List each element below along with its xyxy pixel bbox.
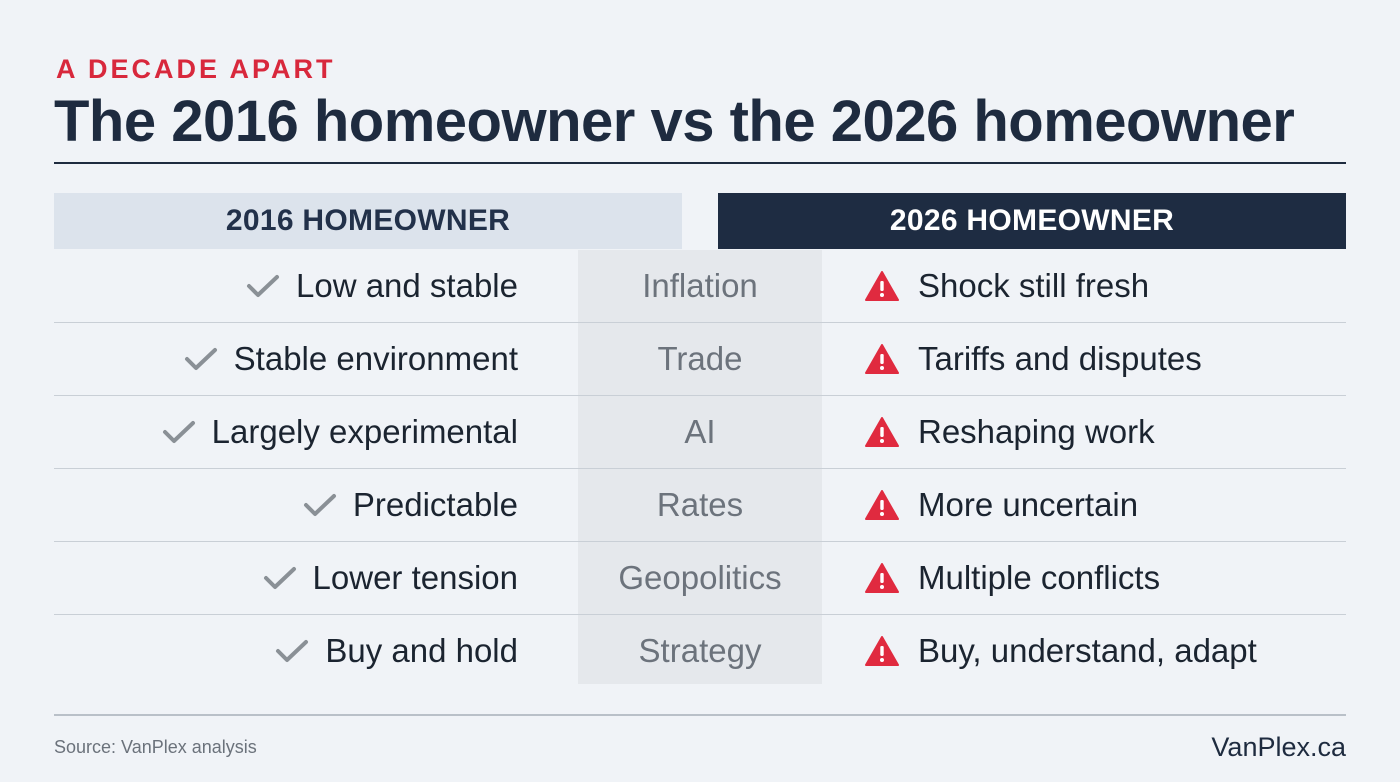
column-header-2016-label: 2016 HOMEOWNER [225,204,511,237]
left-text: Largely experimental [211,413,518,450]
eyebrow-label: A DECADE APART [56,54,336,84]
left-cell: Stable environment [184,323,518,395]
brand-label: VanPlex.ca [1211,732,1346,762]
warning-icon [865,271,899,301]
warning-icon [865,563,899,593]
check-icon [276,640,309,662]
left-cell: Low and stable [246,250,518,322]
category-label: Rates [656,486,744,523]
right-cell: Multiple conflicts [864,542,1160,614]
left-text: Lower tension [312,559,518,596]
category-label: AI [684,413,716,450]
right-text: More uncertain [918,486,1139,523]
page-title: The 2016 homeowner vs the 2026 homeowner [54,89,1295,154]
comparison-table: Low and stable Inflation Shock still fre… [54,250,1346,687]
right-cell: More uncertain [864,469,1138,541]
column-header-2016: 2016 HOMEOWNER [54,193,682,249]
right-text: Tariffs and disputes [918,340,1202,377]
right-cell: Reshaping work [864,396,1155,468]
table-row: Stable environment Trade Tariffs and dis… [54,323,1346,396]
left-text: Buy and hold [325,632,518,669]
warning-icon [865,636,899,666]
left-cell: Largely experimental [162,396,518,468]
table-row: Low and stable Inflation Shock still fre… [54,250,1346,323]
right-text: Buy, understand, adapt [918,632,1257,669]
table-row: Predictable Rates More uncertain [54,469,1346,542]
warning-icon [865,417,899,447]
left-text: Predictable [352,486,518,523]
right-text: Shock still fresh [918,267,1150,304]
warning-icon [865,490,899,520]
check-icon [184,348,217,370]
right-text: Multiple conflicts [918,559,1161,596]
title-divider [54,162,1346,164]
right-cell: Buy, understand, adapt [864,615,1257,687]
check-icon [263,567,296,589]
warning-icon [865,344,899,374]
check-icon [303,494,336,516]
left-cell: Buy and hold [275,615,518,687]
right-cell: Shock still fresh [864,250,1149,322]
category-label: Trade [657,340,743,377]
category-label: Inflation [642,267,758,304]
source-note: Source: VanPlex analysis [54,737,257,757]
right-cell: Tariffs and disputes [864,323,1202,395]
table-row: Buy and hold Strategy Buy, understand, a… [54,615,1346,687]
left-cell: Predictable [303,469,518,541]
table-row: Largely experimental AI Reshaping work [54,396,1346,469]
left-text: Low and stable [296,267,518,304]
check-icon [162,421,195,443]
category-label: Strategy [638,632,762,669]
column-header-2026-label: 2026 HOMEOWNER [889,204,1175,237]
left-text: Stable environment [233,340,518,377]
table-row: Lower tension Geopolitics Multiple confl… [54,542,1346,615]
right-text: Reshaping work [918,413,1155,450]
footer-divider [54,714,1346,716]
category-label: Geopolitics [618,559,782,596]
check-icon [247,275,279,297]
left-cell: Lower tension [263,542,518,614]
column-header-2026: 2026 HOMEOWNER [718,193,1346,249]
